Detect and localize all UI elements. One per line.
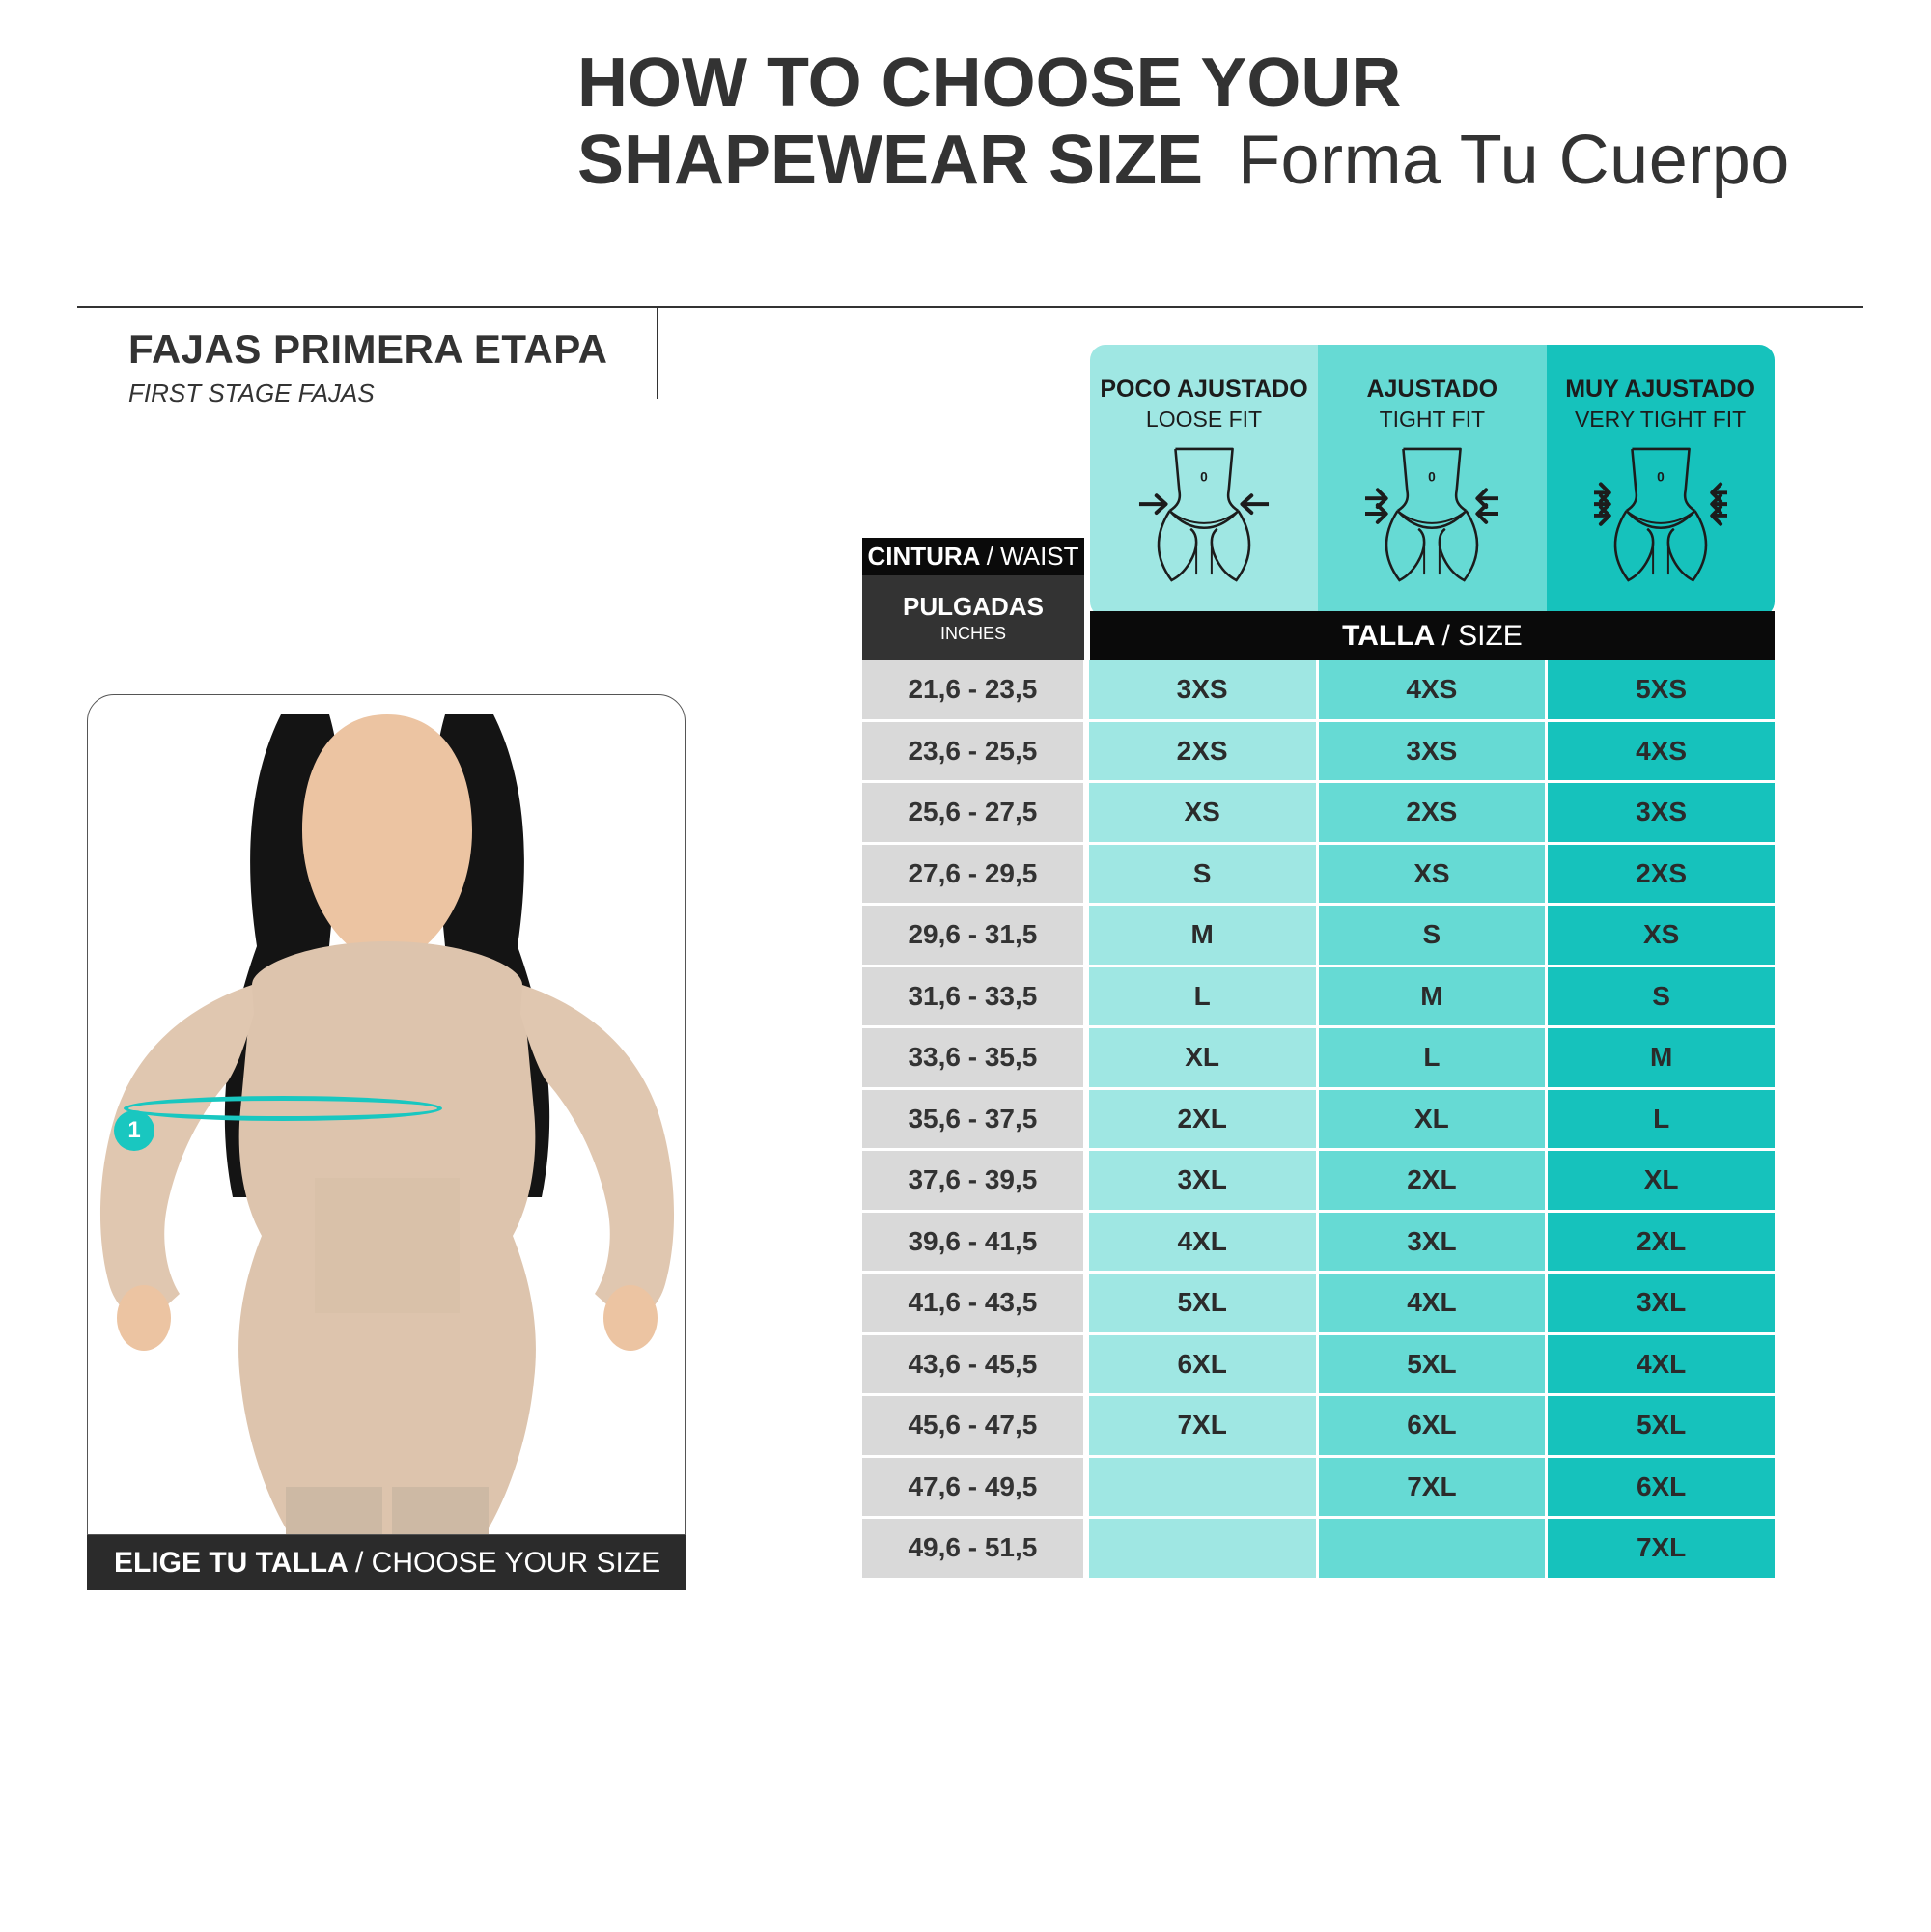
svg-text:0: 0 (1657, 469, 1665, 484)
svg-text:0: 0 (1200, 469, 1208, 484)
svg-text:0: 0 (1428, 469, 1436, 484)
